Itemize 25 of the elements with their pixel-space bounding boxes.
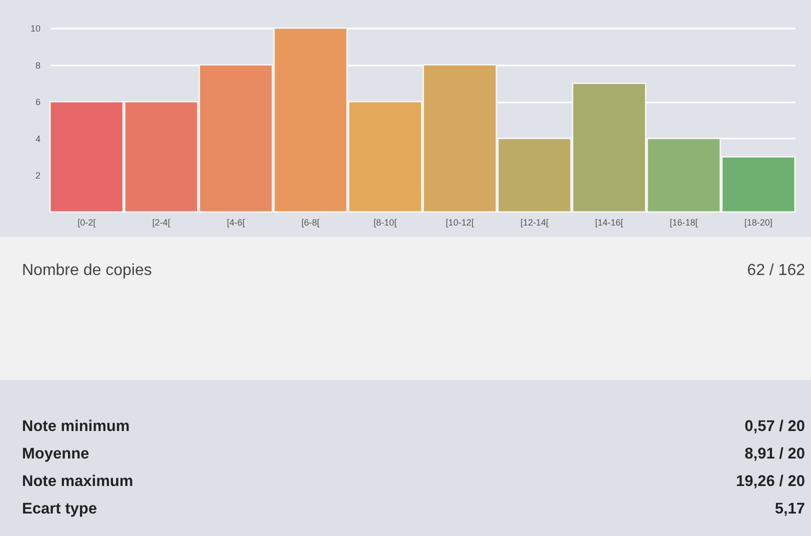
- text: Note minimum: [22, 418, 130, 435]
- x-tick-label: [10-12[: [446, 218, 474, 228]
- text: 19,26 / 20: [736, 473, 805, 490]
- y-tick-label: 6: [35, 97, 40, 108]
- text: Ecart type: [22, 500, 98, 518]
- x-tick-label: [16-18[: [670, 218, 698, 228]
- y-tick-label: 4: [35, 134, 40, 144]
- text: 62 / 162: [747, 262, 806, 279]
- text: 8,91 / 20: [744, 446, 805, 462]
- text: 0,57 / 20: [744, 418, 805, 435]
- x-tick-label: [18-20]: [744, 218, 772, 228]
- text: 5,17: [774, 500, 805, 518]
- x-tick-label: [4-6[: [226, 218, 246, 228]
- x-tick-label: [12-14[: [520, 218, 549, 228]
- y-tick-label: 8: [35, 60, 40, 70]
- text: Note maximum: [22, 473, 134, 490]
- y-tick-label: 10: [30, 24, 40, 34]
- x-tick-label: [8-10[: [374, 218, 398, 228]
- text: Nombre de copies: [22, 262, 152, 279]
- x-tick-label: [2-4[: [152, 218, 171, 228]
- x-tick-label: [0-2[: [78, 218, 96, 228]
- x-tick-label: [6-8[: [302, 218, 320, 228]
- text: Moyenne: [22, 446, 90, 462]
- x-tick-label: [14-16[: [595, 218, 624, 228]
- y-tick-label: 2: [35, 170, 40, 181]
